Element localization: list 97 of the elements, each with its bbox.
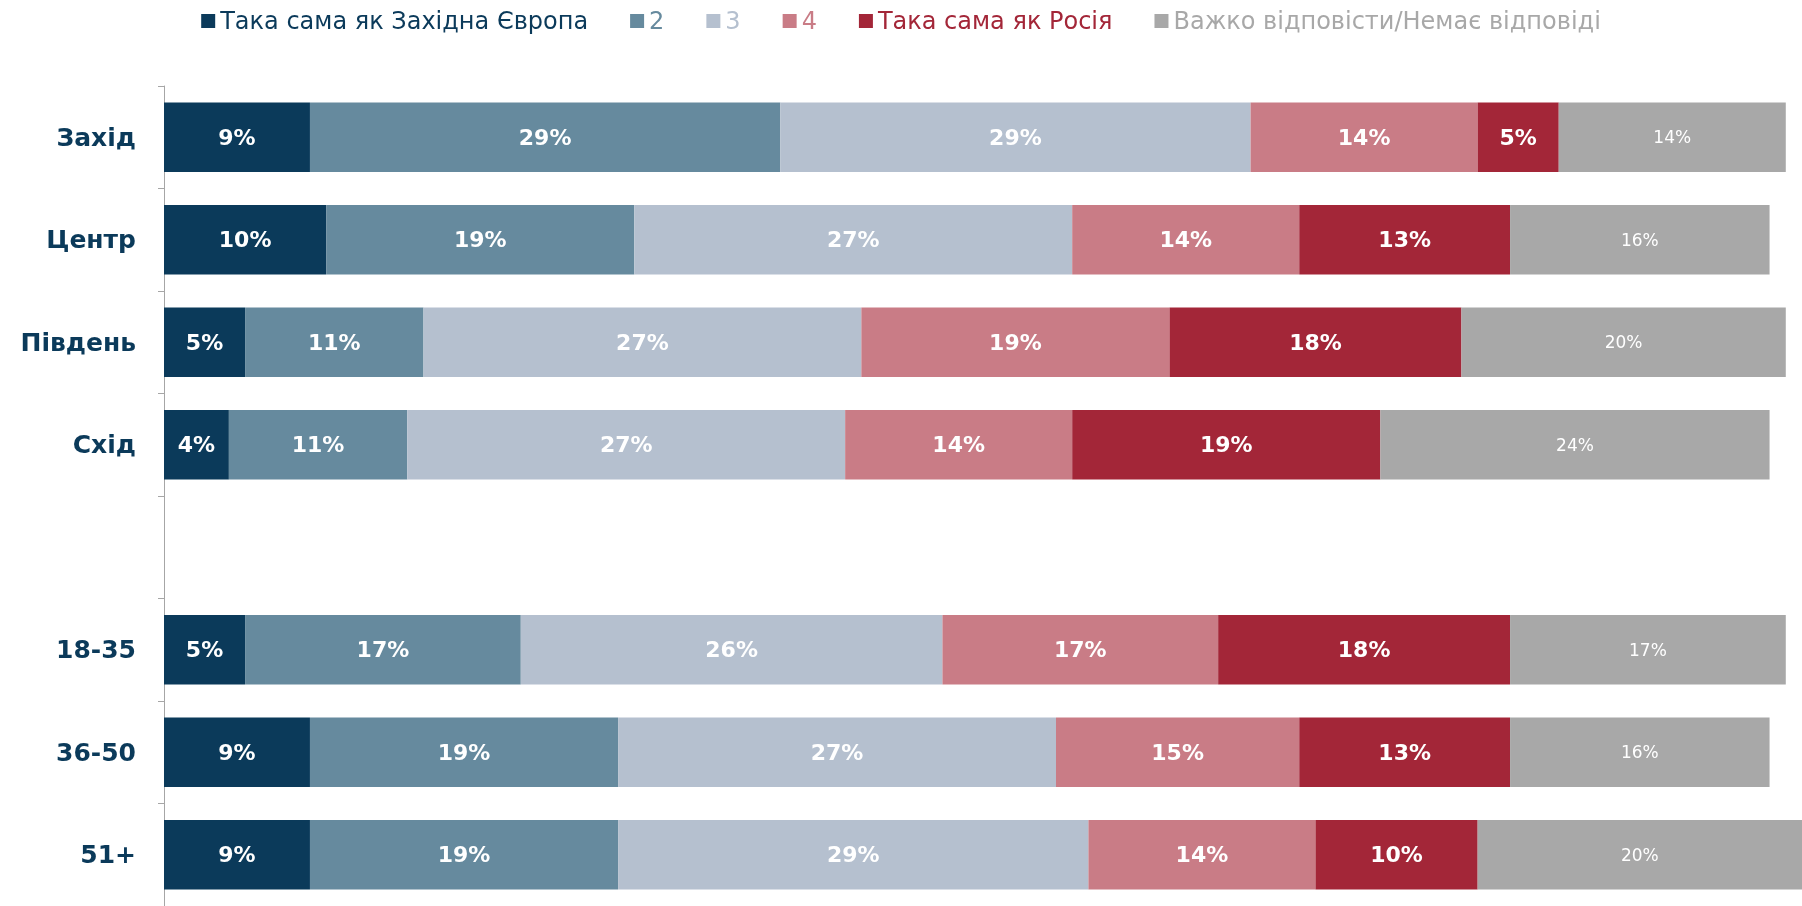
bar (1315, 819, 1478, 890)
y-tick-label: 51+ (80, 840, 136, 870)
data-label: 18% (1289, 329, 1342, 355)
legend-label: 4 (801, 7, 817, 35)
bar (1510, 204, 1770, 275)
y-tick-label: Схід (72, 430, 136, 460)
bar (780, 102, 1251, 173)
bar (1088, 819, 1316, 890)
bar (164, 717, 310, 788)
bar (1461, 307, 1786, 378)
bar (618, 717, 1056, 788)
data-label: 15% (1151, 739, 1204, 765)
data-label: 20% (1620, 844, 1659, 865)
bar (1055, 717, 1300, 788)
data-label: 24% (1556, 434, 1594, 455)
bar (1510, 614, 1786, 685)
legend-label: 2 (649, 7, 665, 35)
data-label: 17% (356, 637, 410, 663)
data-label: 9% (218, 739, 256, 765)
bar (164, 102, 310, 173)
data-label: 27% (826, 227, 880, 253)
data-label: 19% (989, 329, 1042, 355)
bar (164, 819, 310, 890)
y-tick-label: 36-50 (56, 737, 136, 767)
data-label: 19% (453, 227, 507, 253)
data-label: 13% (1378, 739, 1431, 765)
bar (164, 614, 246, 685)
bar (1072, 204, 1300, 275)
bar (618, 819, 1089, 890)
data-label: 10% (218, 227, 272, 253)
bar (1218, 614, 1511, 685)
bar (309, 819, 619, 890)
bar (245, 614, 521, 685)
data-label: 14% (1175, 842, 1229, 868)
bar (1169, 307, 1462, 378)
y-tick-label: Південь (20, 327, 136, 357)
data-label: 26% (705, 637, 758, 663)
bar (228, 409, 408, 480)
data-label: 11% (307, 329, 361, 355)
bar (1380, 409, 1770, 480)
bar (845, 409, 1073, 480)
data-label: 16% (1620, 742, 1659, 763)
bar (407, 409, 846, 480)
data-label: 10% (1370, 842, 1423, 868)
data-label: 17% (1629, 639, 1667, 660)
bar (1250, 102, 1478, 173)
bar (326, 204, 635, 275)
data-label: 27% (616, 329, 669, 355)
data-label: 19% (437, 739, 491, 765)
bar (1072, 409, 1381, 480)
data-label: 9% (218, 124, 256, 150)
data-label: 29% (518, 124, 572, 150)
bar (1558, 102, 1786, 173)
bar (1477, 819, 1802, 890)
data-label: 18% (1337, 637, 1391, 663)
bar (309, 102, 781, 173)
data-label: 19% (437, 842, 491, 868)
legend-label: 3 (725, 7, 741, 35)
legend-label: Важко відповісти/Немає відповіді (1173, 7, 1601, 35)
bar (245, 307, 424, 378)
y-tick-label: Центр (46, 225, 136, 255)
data-label: 14% (1653, 127, 1692, 148)
legend-label: Така сама як Західна Європа (219, 7, 589, 35)
data-label: 11% (291, 432, 345, 458)
data-label: 29% (826, 842, 880, 868)
bar (309, 717, 619, 788)
bar (1299, 204, 1511, 275)
data-label: 13% (1378, 227, 1431, 253)
bar (164, 204, 327, 275)
bar (520, 614, 943, 685)
data-label: 27% (810, 739, 864, 765)
y-tick-label: Захід (56, 122, 136, 152)
data-label: 27% (599, 432, 653, 458)
data-label: 17% (1053, 637, 1107, 663)
bar (1510, 717, 1770, 788)
bar (861, 307, 1170, 378)
data-label: 20% (1604, 332, 1643, 353)
data-label: 9% (218, 842, 256, 868)
y-tick-label: 18-35 (56, 635, 136, 665)
data-label: 29% (989, 124, 1042, 150)
bar (1477, 102, 1559, 173)
bar (164, 409, 229, 480)
data-label: 19% (1199, 432, 1253, 458)
bar (942, 614, 1219, 685)
data-label: 5% (1499, 124, 1537, 150)
bar (164, 307, 246, 378)
data-label: 5% (185, 637, 224, 663)
data-label: 4% (177, 432, 216, 458)
legend-label: Така сама як Росія (876, 7, 1113, 35)
data-label: 14% (1337, 124, 1391, 150)
data-label: 5% (185, 329, 224, 355)
data-label: 14% (1159, 227, 1213, 253)
bar (1299, 717, 1511, 788)
data-label: 16% (1620, 229, 1659, 250)
bar (634, 204, 1073, 275)
data-label: 14% (932, 432, 986, 458)
bar (423, 307, 862, 378)
